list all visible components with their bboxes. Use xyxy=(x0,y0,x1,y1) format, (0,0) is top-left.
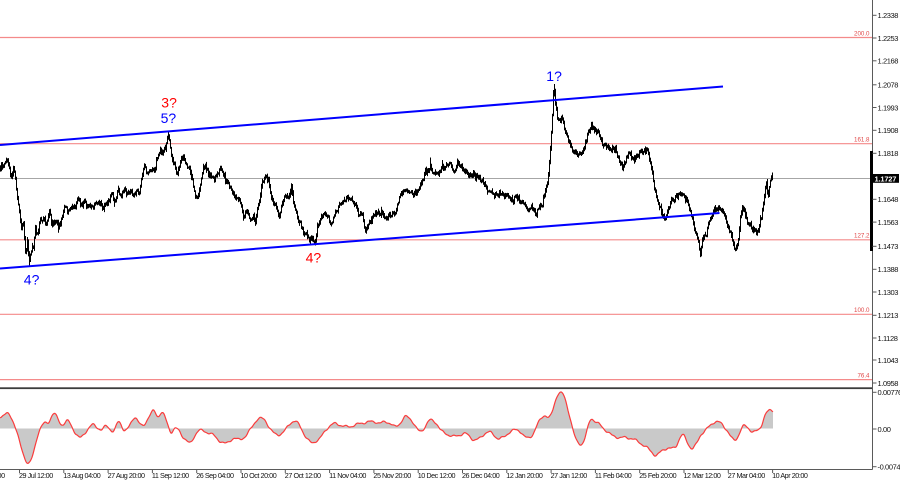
svg-text:1?: 1? xyxy=(546,68,562,84)
svg-text:4?: 4? xyxy=(306,250,322,266)
svg-text:27 Mar 04:00: 27 Mar 04:00 xyxy=(728,471,765,480)
svg-text:5?: 5? xyxy=(161,110,177,126)
svg-text:29 Jul 12:00: 29 Jul 12:00 xyxy=(19,471,53,480)
svg-text:1.1648: 1.1648 xyxy=(878,195,899,204)
svg-text:25 Feb 20:00: 25 Feb 20:00 xyxy=(639,471,676,480)
svg-text:-0.0074: -0.0074 xyxy=(878,463,900,472)
svg-text:10 Dec 12:00: 10 Dec 12:00 xyxy=(418,471,456,480)
svg-text:1.1128: 1.1128 xyxy=(878,334,898,343)
svg-text:161.8: 161.8 xyxy=(854,137,870,144)
svg-text:127.2: 127.2 xyxy=(854,233,870,240)
svg-text:10 Apr 20:00: 10 Apr 20:00 xyxy=(772,471,808,480)
svg-text:12 Mar 12:00: 12 Mar 12:00 xyxy=(684,471,721,480)
svg-text:200.0: 200.0 xyxy=(854,30,870,37)
svg-text:100.0: 100.0 xyxy=(854,307,870,314)
svg-text:1.2168: 1.2168 xyxy=(878,57,899,66)
svg-text:1.1727: 1.1727 xyxy=(875,174,897,183)
svg-text:0.00: 0.00 xyxy=(878,425,891,434)
svg-text:1.1303: 1.1303 xyxy=(878,288,899,297)
svg-text:0.00776: 0.00776 xyxy=(878,388,900,397)
svg-text:3?: 3? xyxy=(161,94,177,110)
svg-text:1.1908: 1.1908 xyxy=(878,126,899,135)
svg-text:11 Nov 04:00: 11 Nov 04:00 xyxy=(329,471,366,480)
svg-text:26 Dec 04:00: 26 Dec 04:00 xyxy=(462,471,500,480)
svg-text:76.4: 76.4 xyxy=(857,372,870,379)
svg-text:13 Aug 04:00: 13 Aug 04:00 xyxy=(63,471,100,480)
svg-text:1.1388: 1.1388 xyxy=(878,265,899,274)
svg-text:1.2253: 1.2253 xyxy=(878,34,899,43)
svg-text:11 Sep 12:00: 11 Sep 12:00 xyxy=(152,471,189,480)
svg-text:26 Sep 04:00: 26 Sep 04:00 xyxy=(196,471,234,480)
svg-text:1.1473: 1.1473 xyxy=(878,242,899,251)
svg-text:1.1563: 1.1563 xyxy=(878,218,899,227)
svg-text:27 Aug 20:00: 27 Aug 20:00 xyxy=(108,471,145,480)
svg-text:27 Oct 12:00: 27 Oct 12:00 xyxy=(285,471,321,480)
svg-text:1.0958: 1.0958 xyxy=(878,379,899,388)
svg-text:1.2078: 1.2078 xyxy=(878,81,899,90)
svg-text:4?: 4? xyxy=(24,272,40,288)
svg-text:12 Jan 20:00: 12 Jan 20:00 xyxy=(506,471,543,480)
svg-text:11 Feb 04:00: 11 Feb 04:00 xyxy=(595,471,632,480)
svg-text:1.1213: 1.1213 xyxy=(878,311,899,320)
svg-text:10 Oct 20:00: 10 Oct 20:00 xyxy=(241,471,277,480)
svg-text:27 Jan 12:00: 27 Jan 12:00 xyxy=(551,471,588,480)
svg-text:1.1818: 1.1818 xyxy=(878,149,899,158)
svg-text:1.1043: 1.1043 xyxy=(878,356,899,365)
svg-text:1.2338: 1.2338 xyxy=(878,11,899,20)
svg-text:1.1993: 1.1993 xyxy=(878,103,899,112)
svg-text:25 Nov 20:00: 25 Nov 20:00 xyxy=(373,471,411,480)
svg-text::00: :00 xyxy=(0,471,5,480)
